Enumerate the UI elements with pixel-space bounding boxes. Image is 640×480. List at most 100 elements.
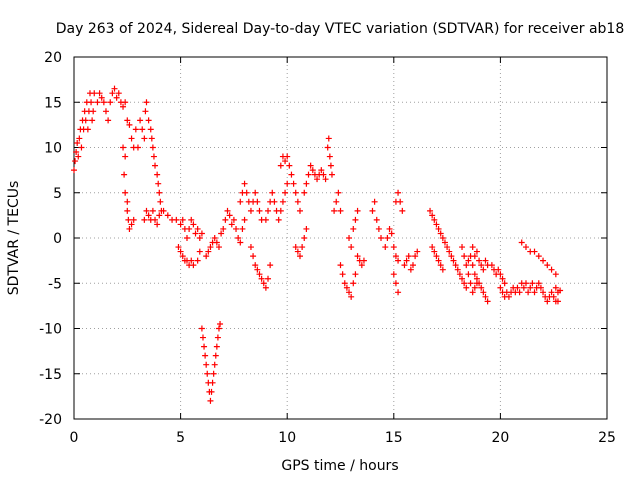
data-point: [145, 117, 152, 124]
data-point: [301, 235, 308, 241]
data-point: [305, 171, 312, 178]
data-point: [282, 158, 289, 165]
data-point: [350, 280, 357, 287]
data-point: [109, 90, 116, 97]
data-point: [322, 176, 329, 183]
data-point: [192, 230, 199, 237]
data-point: [258, 275, 265, 282]
data-point: [296, 207, 303, 214]
data-point: [214, 334, 221, 341]
data-point: [529, 280, 536, 287]
data-point: [320, 171, 327, 178]
data-point: [265, 207, 272, 214]
grid-lines: [74, 57, 607, 419]
data-point: [495, 266, 502, 273]
data-point: [552, 271, 559, 278]
data-point: [516, 289, 523, 296]
y-tick-label: 15: [44, 95, 62, 111]
data-point: [237, 239, 244, 246]
data-point: [522, 280, 529, 287]
x-tick-label: 10: [278, 430, 296, 446]
data-point: [350, 225, 357, 232]
data-point: [147, 126, 154, 133]
data-point: [215, 325, 222, 332]
data-point: [145, 212, 152, 219]
data-point: [149, 207, 156, 214]
data-point: [207, 244, 214, 251]
data-point: [130, 216, 137, 223]
data-point: [335, 189, 342, 196]
data-point: [222, 216, 229, 223]
data-point: [439, 266, 446, 273]
data-point: [461, 280, 468, 287]
y-axis-label: SDTVAR / TECUs: [6, 181, 22, 296]
data-point: [243, 189, 250, 196]
data-point: [188, 257, 195, 264]
data-point: [439, 235, 446, 241]
data-point: [122, 153, 129, 160]
data-point: [429, 212, 436, 219]
data-point: [471, 253, 478, 260]
data-point: [314, 176, 321, 183]
data-point: [211, 235, 218, 241]
data-point: [354, 207, 361, 214]
data-point: [202, 352, 209, 359]
data-point: [522, 244, 529, 251]
data-point: [157, 198, 164, 205]
data-point: [341, 280, 348, 287]
data-point: [505, 293, 512, 300]
data-point: [208, 388, 215, 395]
data-point: [89, 117, 96, 124]
data-point: [354, 253, 361, 260]
data-point: [275, 216, 282, 223]
data-point: [279, 198, 286, 205]
data-point: [96, 90, 103, 97]
data-point: [282, 189, 289, 196]
x-tick-label: 0: [70, 430, 79, 446]
data-point: [267, 262, 274, 269]
data-point: [284, 153, 291, 160]
data-point: [155, 180, 162, 187]
data-point: [531, 289, 538, 296]
data-point: [480, 266, 487, 273]
data-point: [224, 207, 231, 214]
data-point: [448, 253, 455, 260]
data-point: [326, 153, 333, 160]
data-point: [471, 271, 478, 278]
data-point: [544, 298, 551, 305]
data-point: [196, 235, 203, 241]
data-point: [94, 99, 101, 106]
data-point: [177, 248, 184, 255]
data-point: [339, 271, 346, 278]
data-point: [540, 289, 547, 296]
data-point: [288, 171, 295, 178]
data-point: [247, 244, 254, 251]
data-point: [164, 212, 171, 219]
data-point: [128, 135, 135, 142]
x-tick-labels: 0 5 10 15 20 25: [70, 430, 616, 446]
data-point: [465, 257, 472, 264]
data-point: [473, 248, 480, 255]
data-point: [265, 275, 272, 282]
data-point: [346, 289, 353, 296]
data-point: [207, 397, 214, 404]
data-point: [271, 198, 278, 205]
data-point: [254, 266, 261, 273]
data-point: [179, 216, 186, 223]
data-point: [535, 280, 542, 287]
data-point: [537, 284, 544, 291]
data-point: [150, 153, 157, 160]
data-point: [444, 244, 451, 251]
y-tick-label: -15: [39, 367, 62, 383]
data-point: [76, 135, 83, 142]
data-point: [390, 244, 397, 251]
data-point: [90, 108, 97, 115]
data-point: [211, 361, 218, 368]
data-point: [392, 253, 399, 260]
data-point: [478, 262, 485, 269]
data-point: [358, 262, 365, 269]
data-point: [554, 298, 561, 305]
data-point: [120, 103, 127, 110]
data-point: [531, 248, 538, 255]
data-point: [204, 370, 211, 377]
